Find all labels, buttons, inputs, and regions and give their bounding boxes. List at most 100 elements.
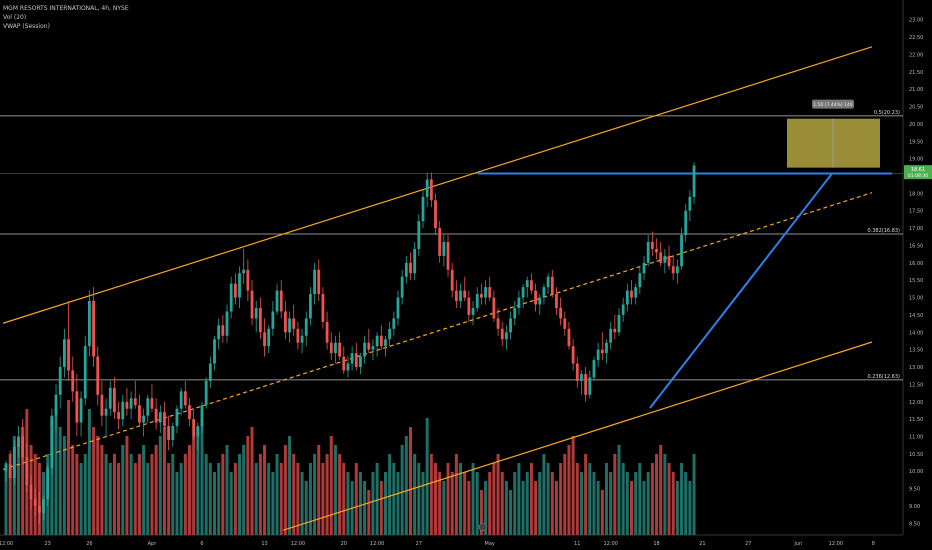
time-tick-label: 27: [416, 541, 422, 547]
candle-body: [229, 283, 233, 312]
price-tick-label: 19.50: [909, 139, 923, 145]
candle-body: [188, 405, 191, 420]
volume-bar: [254, 463, 258, 535]
volume-bar: [225, 445, 229, 535]
volume-bar: [392, 463, 396, 535]
candle-body: [46, 467, 50, 500]
candle-body: [342, 356, 346, 371]
volume-bar: [467, 481, 471, 535]
time-tick-label: 8: [872, 541, 875, 547]
candle-body: [242, 269, 246, 274]
volume-bar: [471, 463, 475, 535]
candle-body: [208, 363, 212, 381]
candle-body: [92, 301, 95, 357]
volume-bar: [275, 454, 279, 535]
candle-body: [396, 297, 400, 319]
volume-bar: [279, 463, 283, 535]
price-tick-label: 16.00: [909, 261, 923, 267]
volume-bar: [621, 463, 625, 535]
volume-bar: [267, 463, 271, 535]
candle-body: [675, 266, 679, 274]
volume-bar: [238, 454, 242, 535]
time-tick-label: Jun: [793, 541, 802, 547]
price-tick-label: 15.00: [909, 296, 923, 302]
candle-body: [346, 363, 350, 371]
volume-bar: [596, 481, 600, 535]
volume-bar: [404, 436, 408, 535]
candle-body: [592, 360, 596, 378]
candle-body: [29, 485, 33, 500]
candle-body: [534, 290, 537, 305]
volume-bar: [296, 463, 300, 535]
candle-body: [100, 394, 104, 416]
candle-body: [258, 307, 262, 333]
volume-bar: [162, 427, 166, 535]
volume-bar: [246, 436, 250, 535]
volume-bar: [8, 454, 12, 535]
price-tick-label: 8.50: [909, 521, 920, 527]
volume-bar: [96, 436, 100, 535]
price-tick-label: 21.00: [909, 87, 923, 93]
candle-body: [71, 370, 75, 392]
volume-bar: [204, 454, 208, 535]
candle-body: [479, 294, 483, 298]
volume-bar: [158, 436, 162, 535]
candle-body: [225, 311, 229, 336]
volume-bar: [542, 454, 546, 535]
price-tick-label: 9.50: [909, 487, 920, 493]
target-zone: [787, 118, 880, 168]
volume-bar: [54, 409, 58, 535]
candle-body: [154, 408, 158, 423]
volume-bar: [112, 454, 116, 535]
volume-bar: [175, 472, 179, 535]
candle-body: [88, 301, 91, 347]
volume-bar: [338, 454, 342, 535]
price-tick-label: 9.00: [909, 504, 920, 510]
candle-body: [338, 342, 341, 357]
volume-bar: [538, 472, 542, 535]
candle-body: [192, 419, 196, 437]
candle-body: [317, 269, 321, 295]
candle-body: [392, 318, 396, 329]
candle-body: [404, 262, 408, 277]
volume-bar: [592, 472, 596, 535]
volume-bar: [638, 463, 642, 535]
price-tick-label: 11.50: [909, 417, 923, 423]
candle-body: [617, 314, 621, 333]
volume-bar: [142, 445, 146, 535]
candle-body: [58, 367, 62, 395]
candle-body: [75, 391, 79, 423]
volume-bar: [300, 472, 304, 535]
candle-body: [646, 241, 650, 263]
candle-body: [117, 412, 120, 420]
candle-body: [133, 398, 137, 406]
candle-body: [559, 307, 563, 319]
volume-bar: [104, 454, 108, 535]
volume-bar: [479, 490, 483, 535]
volume-bar: [304, 481, 308, 535]
candle-body: [146, 398, 150, 416]
volume-bar: [12, 436, 16, 535]
volume-bar: [358, 472, 362, 535]
volume-bar: [317, 445, 321, 535]
volume-bar: [371, 472, 375, 535]
candle-body: [196, 426, 200, 437]
volume-bar: [321, 463, 325, 535]
candle-body: [613, 328, 617, 333]
volume-bar: [108, 463, 112, 535]
candle-body: [467, 297, 471, 315]
volume-bar: [137, 454, 141, 535]
price-tick-label: 13.00: [909, 365, 923, 371]
candle-body: [655, 248, 658, 253]
price-tick-label: 21.50: [909, 70, 923, 76]
volume-bar: [604, 463, 608, 535]
volume-bar: [680, 463, 684, 535]
candle-body: [450, 269, 454, 291]
volume-bar: [484, 481, 488, 535]
candle-body: [659, 252, 663, 263]
price-tick-label: 17.00: [909, 226, 923, 232]
volume-bar: [354, 463, 358, 535]
volume-bar: [146, 463, 150, 535]
volume-bar: [429, 454, 433, 535]
